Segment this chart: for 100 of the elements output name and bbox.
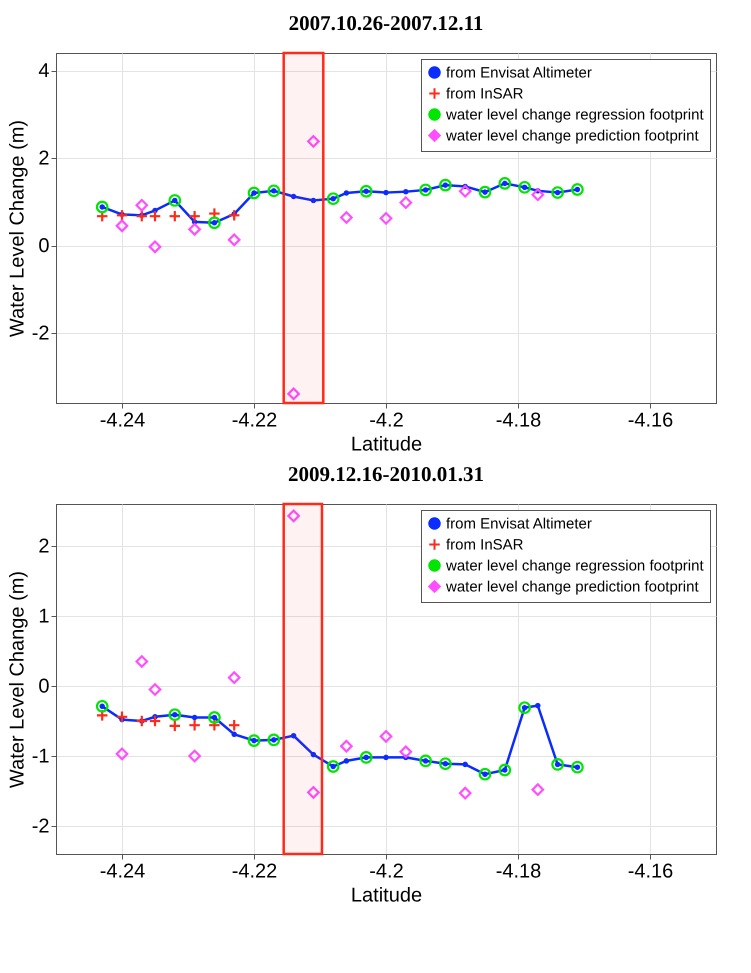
- x-tick-label: -4.18: [496, 860, 542, 882]
- point: [458, 786, 472, 800]
- point: [267, 184, 280, 198]
- point: [326, 760, 340, 773]
- point: [267, 734, 280, 746]
- y-tick-label: 1: [38, 606, 50, 628]
- y-tick-label: 2: [38, 536, 50, 558]
- point: [290, 194, 296, 200]
- y-tick-label: -1: [32, 746, 50, 768]
- point: [148, 714, 162, 728]
- point: [188, 718, 201, 732]
- y-axis-title: Water Level Change (m): [6, 120, 29, 338]
- point: [478, 186, 492, 198]
- point: [287, 387, 300, 400]
- point: [531, 188, 544, 202]
- point: [116, 710, 128, 724]
- chart-title: 2007.10.26-2007.12.11: [288, 10, 484, 35]
- point: [116, 208, 128, 222]
- point: [168, 708, 182, 722]
- point: [399, 745, 412, 758]
- y-tick-label: 2: [38, 148, 50, 170]
- point: [135, 210, 148, 223]
- point: [192, 714, 198, 720]
- x-tick-label: -4.16: [628, 860, 674, 882]
- point: [478, 768, 492, 781]
- point: [228, 671, 241, 684]
- point: [168, 210, 182, 223]
- point: [231, 732, 237, 738]
- point: [498, 177, 512, 190]
- point: [116, 219, 128, 232]
- x-tick-label: -4.22: [232, 410, 278, 432]
- point: [419, 184, 432, 196]
- point: [439, 757, 452, 770]
- point: [208, 207, 221, 220]
- point: [96, 700, 109, 713]
- x-tick-label: -4.2: [369, 410, 404, 432]
- point: [571, 183, 584, 196]
- point: [248, 186, 260, 200]
- point: [135, 655, 148, 668]
- point: [208, 718, 221, 732]
- point: [188, 750, 201, 762]
- point: [344, 758, 350, 764]
- point: [248, 734, 260, 747]
- point: [518, 701, 531, 714]
- point: [419, 754, 432, 768]
- y-tick-label: 4: [38, 60, 50, 82]
- x-tick-label: -4.24: [100, 860, 146, 882]
- point: [228, 233, 241, 246]
- legend-label: water level change prediction footprint: [445, 128, 700, 144]
- point: [399, 196, 412, 209]
- point: [498, 764, 512, 776]
- point: [287, 510, 300, 522]
- point: [310, 198, 316, 204]
- legend-label: from InSAR: [446, 536, 524, 554]
- x-axis-title: Latitude: [350, 884, 422, 906]
- legend-label: water level change regression footprint: [445, 106, 704, 124]
- point: [383, 190, 389, 196]
- point: [458, 184, 472, 198]
- point: [360, 751, 373, 764]
- point: [383, 754, 389, 760]
- point: [188, 222, 201, 236]
- y-tick-label: 0: [38, 676, 50, 698]
- x-tick-label: -4.24: [100, 410, 146, 432]
- point: [208, 216, 221, 230]
- point: [380, 212, 392, 225]
- point: [168, 720, 182, 732]
- x-tick-label: -4.22: [232, 860, 278, 882]
- point: [208, 711, 221, 724]
- x-axis-title: Latitude: [350, 434, 422, 456]
- legend-label: water level change regression footprint: [445, 558, 704, 574]
- y-tick-label: -2: [32, 816, 50, 838]
- point: [326, 192, 340, 206]
- legend-label: from InSAR: [446, 86, 524, 102]
- point: [462, 762, 468, 768]
- legend-label: from Envisat Altimeter: [446, 64, 592, 82]
- point: [535, 702, 541, 708]
- y-tick-label: -2: [32, 322, 50, 344]
- point: [168, 194, 182, 207]
- x-tick-label: -4.2: [369, 860, 404, 882]
- point: [340, 211, 353, 224]
- point: [310, 752, 316, 758]
- legend-label: from Envisat Altimeter: [446, 516, 592, 532]
- point: [551, 758, 564, 771]
- chart-title: 2009.12.16-2010.01.31: [288, 462, 484, 486]
- point: [135, 198, 148, 212]
- point: [307, 135, 320, 148]
- point: [228, 208, 241, 222]
- point: [135, 714, 148, 728]
- point: [96, 709, 109, 722]
- point: [531, 783, 544, 796]
- point: [96, 200, 109, 214]
- point: [228, 718, 241, 732]
- point: [403, 188, 409, 194]
- point: [307, 786, 320, 799]
- x-tick-label: -4.18: [496, 410, 542, 432]
- y-axis-title: Water Level Change (m): [6, 570, 29, 788]
- point: [551, 186, 564, 199]
- point: [148, 683, 162, 696]
- point: [380, 730, 392, 743]
- point: [290, 732, 296, 738]
